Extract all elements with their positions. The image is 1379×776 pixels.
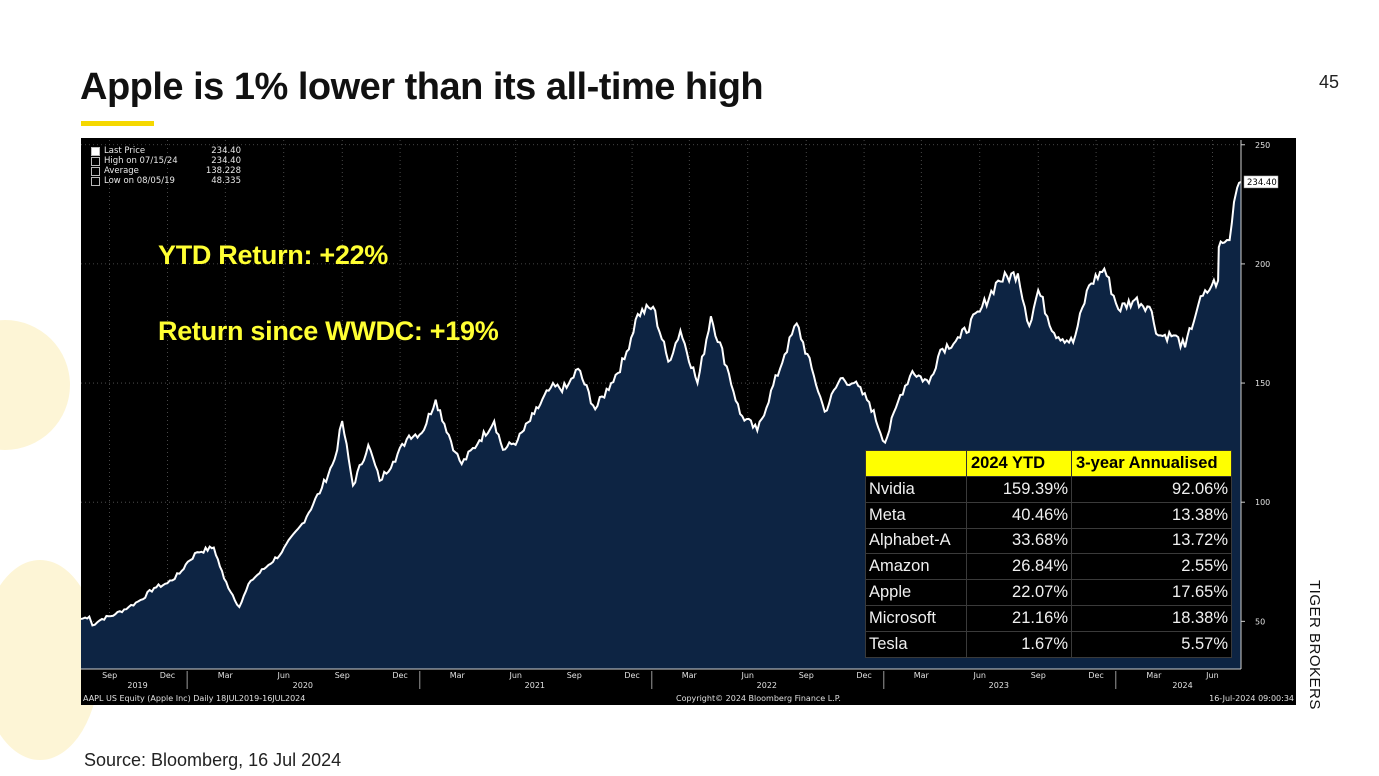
legend-label: High on 07/15/24 [104,156,178,166]
chart-footer-right: 16-Jul-2024 09:00:34 [1209,694,1294,703]
y-tick-label: 50 [1255,617,1265,626]
table-cell-company: Apple [865,579,967,606]
table-header-3yr: 3-year Annualised [1071,450,1232,477]
table-cell-ytd: 159.39% [966,476,1072,503]
x-tick-label: Mar [218,671,234,680]
wwdc-return-annotation: Return since WWDC: +19% [158,316,499,346]
price-line [81,180,1242,627]
page-number: 45 [1318,72,1339,92]
table-cell-ytd: 33.68% [966,527,1072,555]
x-tick-label: Dec [1088,671,1103,680]
x-tick-label: Sep [102,671,117,680]
y-tick-label: 250 [1255,141,1270,150]
x-year-label: 2023 [989,681,1009,690]
decor-circle-left [0,320,70,450]
table-row: Meta 40.46% 13.38% [865,501,1232,529]
x-tick-label: Sep [335,671,350,680]
last-price-tag [1243,175,1279,189]
legend-label: Low on 08/05/19 [104,176,175,186]
table-cell-ytd: 1.67% [966,630,1072,658]
legend-label: Last Price [104,146,146,156]
legend-value: 48.335 [211,176,241,186]
table-cell-3yr: 13.72% [1071,527,1232,555]
table-header-ytd: 2024 YTD [966,450,1072,477]
chart-legend: Last Price 234.40 High on 07/15/24 234.40 … [91,146,241,186]
x-tick-label: Dec [160,671,175,680]
x-tick-label: Jun [741,671,755,680]
x-year-label: 2021 [525,681,545,690]
table-cell-ytd: 21.16% [966,604,1072,632]
table-row: Microsoft 21.16% 18.38% [865,604,1232,632]
table-cell-company: Alphabet-A [865,527,967,555]
table-row: Alphabet-A 33.68% 13.72% [865,527,1232,555]
x-tick-label: Mar [914,671,930,680]
x-tick-label: Mar [1146,671,1162,680]
table-cell-ytd: 26.84% [966,553,1072,581]
x-year-label: 2019 [127,681,147,690]
table-cell-company: Meta [865,501,967,529]
y-tick-label: 100 [1255,498,1270,507]
table-cell-ytd: 40.46% [966,501,1072,529]
x-tick-label: Jun [277,671,291,680]
brand-vertical: TIGER BROKERS [1306,580,1335,720]
x-tick-label: Sep [567,671,582,680]
title-underline [81,121,154,126]
table-header-row: 2024 YTD 3-year Annualised [865,450,1232,477]
legend-value: 138.228 [205,166,241,176]
table-cell-3yr: 5.57% [1071,630,1232,658]
table-header-company [865,450,967,477]
table-cell-ytd: 22.07% [966,579,1072,606]
price-chart: 50 100 150 200 250 Sep Dec Mar Jun Sep Dec Mar Jun Se… [81,138,1296,705]
x-year-label: 2020 [293,681,313,690]
x-year-label: 2022 [757,681,777,690]
x-tick-label: Dec [392,671,407,680]
ytd-return-annotation: YTD Return: +22% [158,240,388,270]
table-cell-3yr: 92.06% [1071,476,1232,503]
table-row: Tesla 1.67% 5.57% [865,630,1232,658]
legend-label: Average [104,166,139,176]
source-note: Source: Bloomberg, 16 Jul 2024 [84,750,342,770]
legend-row-low: Low on 08/05/19 48.335 [91,176,241,186]
legend-row-last: Last Price 234.40 [91,146,241,156]
y-tick-label: 150 [1255,379,1270,388]
chart-footer-center: Copyright© 2024 Bloomberg Finance L.P. [676,694,841,703]
x-tick-label: Dec [624,671,639,680]
x-tick-label: Jun [509,671,523,680]
legend-value: 234.40 [211,156,241,166]
legend-swatch-last [91,146,100,156]
table-cell-company: Amazon [865,553,967,581]
legend-row-high: High on 07/15/24 234.40 [91,156,241,166]
table-row: Apple 22.07% 17.65% [865,579,1232,606]
chart-footer-left: AAPL US Equity (Apple Inc) Daily 18JUL20… [83,694,306,703]
table-cell-3yr: 18.38% [1071,604,1232,632]
x-tick-label: Dec [856,671,871,680]
last-price-label: 234.40 [1247,178,1277,188]
legend-swatch-average [91,166,100,176]
table-cell-company: Tesla [865,630,967,658]
legend-swatch-low [91,176,100,186]
slide-title: Apple is 1% lower than its all-time high [80,66,764,108]
table-cell-company: Microsoft [865,604,967,632]
x-tick-label: Jun [1205,671,1219,680]
legend-row-average: Average 138.228 [91,166,241,176]
x-tick-label: Mar [682,671,698,680]
x-tick-label: Jun [973,671,987,680]
table-cell-3yr: 17.65% [1071,579,1232,606]
table-row: Nvidia 159.39% 92.06% [865,476,1232,503]
x-tick-label: Sep [799,671,814,680]
table-cell-3yr: 13.38% [1071,501,1232,529]
x-year-label: 2024 [1172,681,1192,690]
legend-swatch-high [91,156,100,166]
table-row: Amazon 26.84% 2.55% [865,553,1232,581]
x-tick-label: Mar [450,671,466,680]
legend-value: 234.40 [211,146,241,156]
table-cell-3yr: 2.55% [1071,553,1232,581]
x-tick-label: Sep [1031,671,1046,680]
y-tick-label: 200 [1255,260,1270,269]
brand-text: TIGER BROKERS [1306,580,1323,710]
performance-table: 2024 YTD 3-year Annualised Nvidia 159.39%… [865,450,1232,658]
table-cell-company: Nvidia [865,476,967,503]
